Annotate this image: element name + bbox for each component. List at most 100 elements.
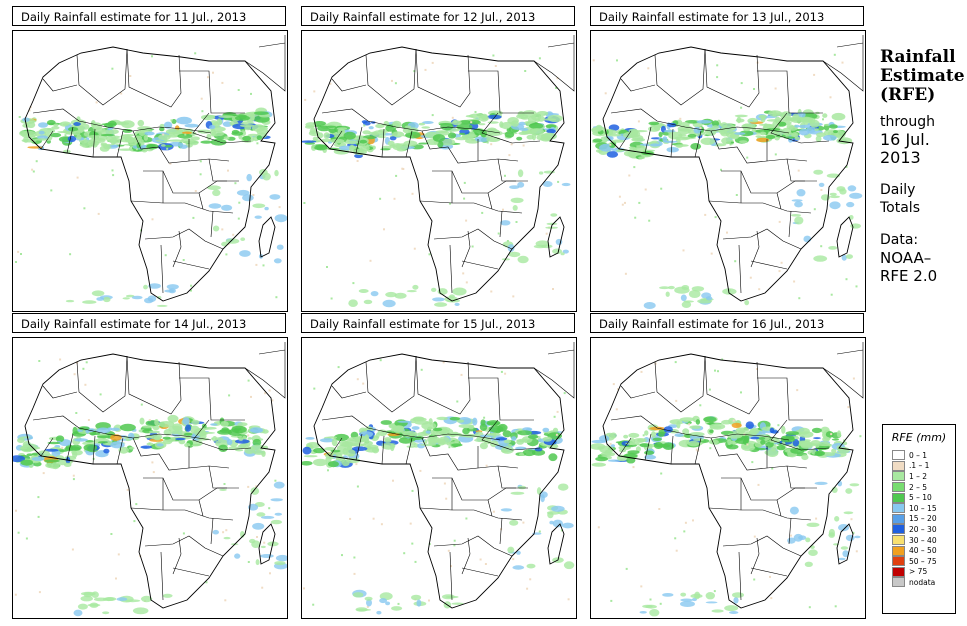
- caption-line: Data:: [880, 232, 919, 248]
- legend-entry: 30 – 40: [892, 535, 955, 546]
- madagascar-outline: [836, 216, 854, 258]
- rfe-panel-12-jul: Daily Rainfall estimate for 12 Jul., 201…: [301, 6, 577, 312]
- rfe-panel-16-jul: Daily Rainfall estimate for 16 Jul., 201…: [590, 313, 866, 619]
- africa-map: [591, 342, 864, 617]
- caption-data-source: Data: NOAA– RFE 2.0: [880, 231, 965, 285]
- legend-label: 50 – 75: [909, 556, 937, 566]
- legend-label: 0 – 1: [909, 450, 928, 460]
- legend-entry: 40 – 50: [892, 545, 955, 556]
- rainfall-band: [591, 53, 863, 309]
- africa-map: [15, 35, 287, 307]
- legend-swatch: [892, 577, 905, 588]
- legend-swatch: [892, 556, 905, 567]
- legend-entry: .1 – 1: [892, 460, 955, 472]
- legend-swatch: [892, 566, 905, 577]
- legend-entry: nodata: [892, 577, 955, 588]
- country-borders: [610, 48, 830, 294]
- africa-coastline: [602, 46, 854, 302]
- caption-line: 16 Jul.: [880, 130, 930, 149]
- legend-swatch: [892, 535, 905, 546]
- legend-label: > 75: [909, 567, 928, 577]
- legend-entry: 50 – 75: [892, 556, 955, 567]
- legend-swatch: [892, 492, 905, 503]
- panel-title: Daily Rainfall estimate for 15 Jul., 201…: [301, 313, 575, 333]
- rainfall-band: [302, 54, 571, 308]
- madagascar-outline: [547, 216, 565, 258]
- rainfall-map: [590, 30, 866, 312]
- legend-entry: 20 – 30: [892, 524, 955, 535]
- panel-title: Daily Rainfall estimate for 13 Jul., 201…: [590, 6, 864, 26]
- legend-label: 20 – 30: [909, 524, 937, 534]
- legend-label: 1 – 2: [909, 471, 928, 481]
- legend-entry: > 75: [892, 566, 955, 578]
- madagascar-outline: [258, 216, 276, 258]
- africa-map: [591, 35, 864, 309]
- arabian-peninsula-outline: [244, 35, 286, 92]
- caption-line: NOAA–: [880, 249, 932, 267]
- africa-coastline: [602, 353, 854, 609]
- madagascar-outline: [547, 523, 565, 565]
- country-borders: [610, 355, 830, 601]
- caption-through: through 16 Jul. 2013: [880, 113, 965, 167]
- heading-line: (RFE): [880, 85, 936, 105]
- rfe-panel-11-jul: Daily Rainfall estimate for 11 Jul., 201…: [12, 6, 288, 312]
- legend-swatch: [892, 450, 905, 461]
- panel-title: Daily Rainfall estimate for 14 Jul., 201…: [12, 313, 286, 333]
- madagascar-outline: [836, 523, 854, 565]
- panel-title: Daily Rainfall estimate for 12 Jul., 201…: [301, 6, 575, 26]
- africa-coastline: [313, 353, 565, 609]
- arabian-peninsula-outline: [533, 342, 575, 399]
- rfe-panel-14-jul: Daily Rainfall estimate for 14 Jul., 201…: [12, 313, 288, 619]
- caption-totals: Daily Totals: [880, 181, 965, 217]
- legend-label: 40 – 50: [909, 546, 937, 556]
- rfe-panel-15-jul: Daily Rainfall estimate for 15 Jul., 201…: [301, 313, 577, 619]
- country-borders: [32, 48, 252, 294]
- country-borders: [321, 48, 541, 294]
- legend-swatch: [892, 524, 905, 535]
- legend-swatch: [892, 503, 905, 514]
- rainfall-band: [15, 52, 287, 307]
- rfe-panel-13-jul: Daily Rainfall estimate for 13 Jul., 201…: [590, 6, 866, 312]
- legend-entry: 2 – 5: [892, 482, 955, 493]
- rainfall-map: [301, 30, 577, 312]
- panel-title: Daily Rainfall estimate for 16 Jul., 201…: [590, 313, 864, 333]
- legend-label: 5 – 10: [909, 493, 932, 503]
- legend-swatch: [892, 482, 905, 493]
- caption-line: Totals: [880, 200, 920, 216]
- legend-label: nodata: [909, 577, 936, 587]
- country-borders: [321, 355, 541, 601]
- africa-coastline: [313, 46, 565, 302]
- heading-line: Rainfall: [880, 47, 956, 67]
- africa-map: [13, 342, 287, 617]
- legend-entry: 0 – 1: [892, 450, 955, 461]
- legend-swatch: [892, 471, 905, 482]
- rainfall-map: [590, 337, 866, 619]
- rainfall-band: [13, 358, 287, 617]
- caption-line: through: [880, 114, 936, 130]
- legend-label: 2 – 5: [909, 482, 928, 492]
- legend-entry: 15 – 20: [892, 513, 955, 525]
- africa-map: [302, 35, 575, 308]
- madagascar-outline: [258, 523, 276, 565]
- legend-entry: 10 – 15: [892, 503, 955, 514]
- caption-line: RFE 2.0: [880, 267, 938, 285]
- africa-map: [302, 342, 575, 615]
- legend-swatch: [892, 545, 905, 556]
- arabian-peninsula-outline: [822, 342, 864, 399]
- legend-label: 15 – 20: [909, 514, 937, 524]
- caption-line: Daily: [880, 182, 916, 198]
- arabian-peninsula-outline: [822, 35, 864, 92]
- legend-swatch: [892, 513, 905, 524]
- caption-line: 2013: [880, 148, 921, 167]
- rainfall-map: [12, 30, 288, 312]
- rainfall-map: [301, 337, 577, 619]
- caption-heading: Rainfall Estimate (RFE): [880, 48, 965, 105]
- legend-entry: 1 – 2: [892, 471, 955, 482]
- legend-label: 30 – 40: [909, 535, 937, 545]
- side-caption: Rainfall Estimate (RFE) through 16 Jul. …: [880, 48, 965, 286]
- legend-swatch: [892, 460, 905, 471]
- africa-coastline: [24, 353, 276, 609]
- rainfall-band: [591, 358, 862, 617]
